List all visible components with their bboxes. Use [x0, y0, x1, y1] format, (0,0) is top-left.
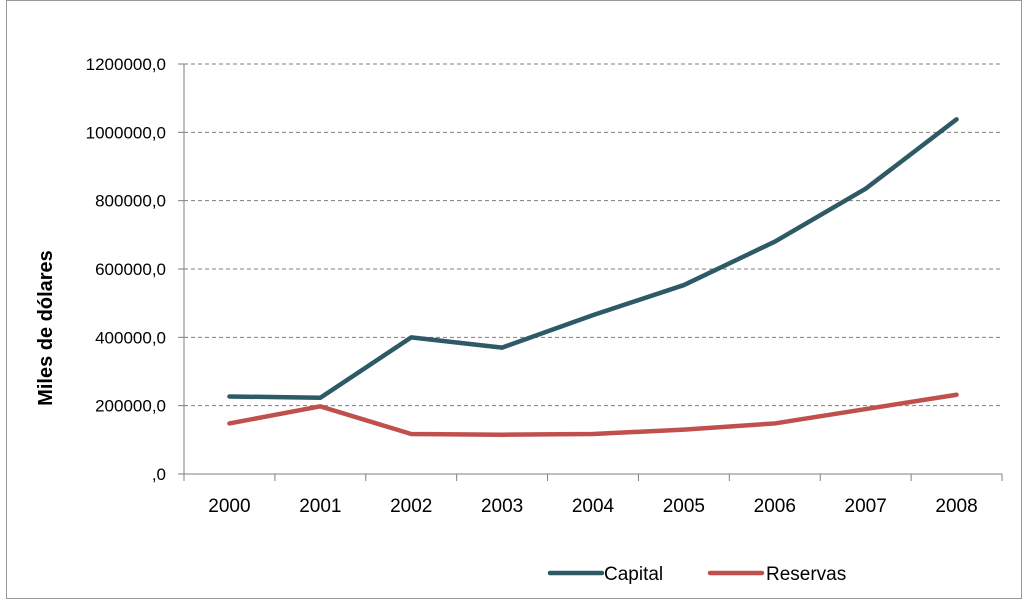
x-tick-label: 2005 [663, 496, 705, 517]
y-tick-labels: ,0 200000,0 400000,0 600000,0 800000,0 100000… [86, 55, 166, 484]
x-tick-label: 2007 [845, 496, 887, 517]
y-tick-label: 400000,0 [95, 328, 166, 347]
legend: Capital Reservas [550, 564, 846, 585]
y-tick-label: 600000,0 [95, 260, 166, 279]
series-lines [229, 119, 956, 434]
y-tick-label: ,0 [152, 465, 166, 484]
x-tick-label: 2000 [208, 496, 250, 517]
series-line-reservas [229, 395, 956, 435]
x-tick-label: 2002 [390, 496, 432, 517]
legend-label-reservas: Reservas [766, 564, 846, 585]
x-tick-label: 2008 [935, 496, 977, 517]
x-tick-label: 2003 [481, 496, 523, 517]
x-tick-labels: 2000 2001 2002 2003 2004 2005 2006 2007 2008 [208, 496, 977, 517]
y-tick-label: 800000,0 [95, 192, 166, 211]
axes [178, 64, 1002, 481]
gridlines [184, 64, 1002, 406]
x-tick-label: 2006 [754, 496, 796, 517]
y-tick-label: 1000000,0 [86, 123, 166, 142]
x-tick-label: 2001 [299, 496, 341, 517]
legend-label-capital: Capital [604, 564, 663, 585]
x-tick-label: 2004 [572, 496, 615, 517]
series-line-capital [229, 119, 956, 397]
y-axis-label: Miles de dólares [35, 250, 57, 406]
y-tick-label: 200000,0 [95, 397, 166, 416]
y-tick-label: 1200000,0 [86, 55, 166, 74]
